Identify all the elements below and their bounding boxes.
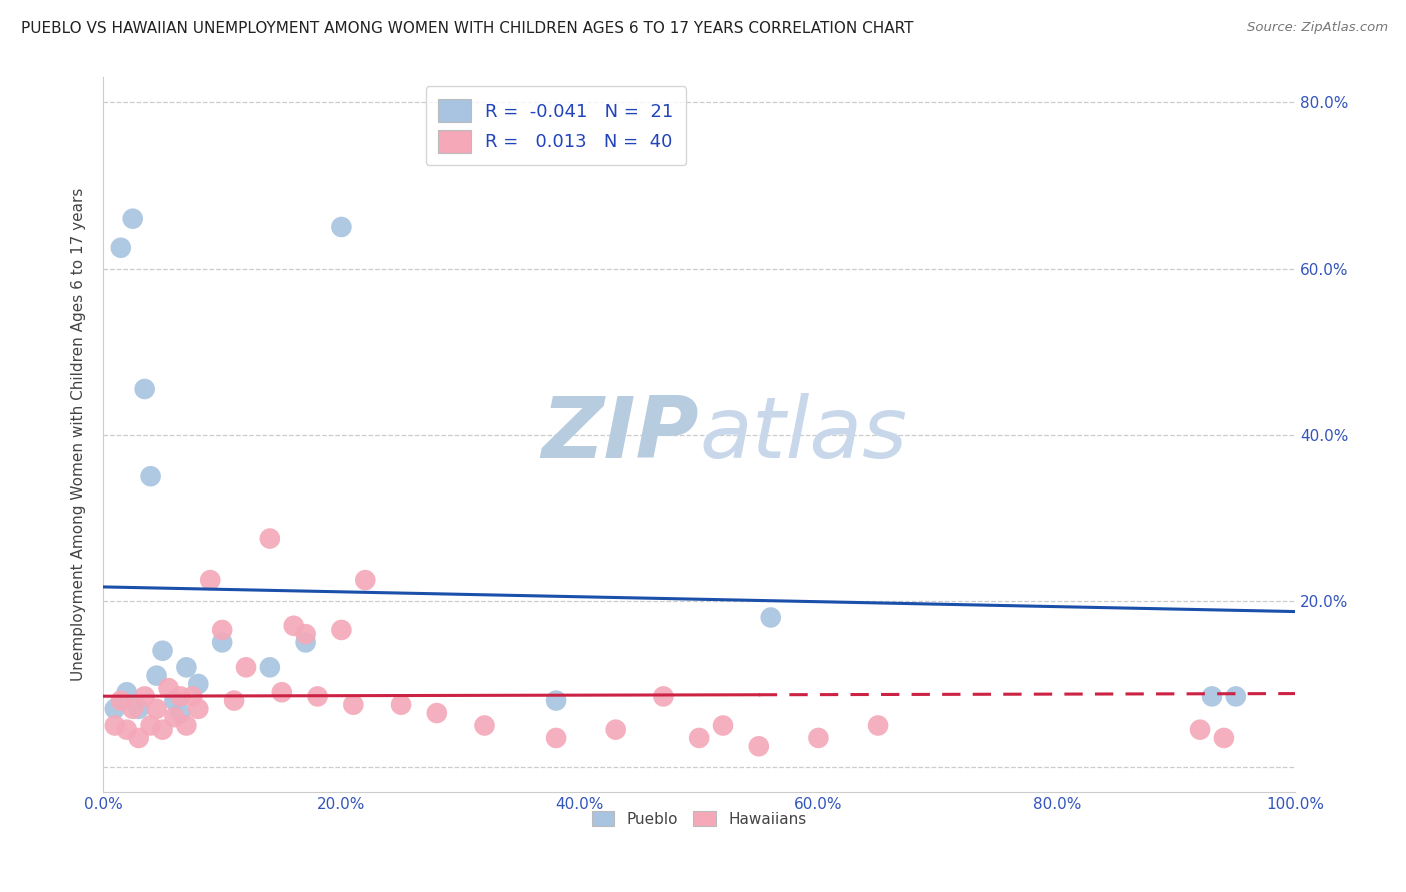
Point xyxy=(211,635,233,649)
Point xyxy=(605,723,627,737)
Point xyxy=(759,610,782,624)
Point xyxy=(121,702,143,716)
Point xyxy=(134,690,156,704)
Point xyxy=(128,731,150,745)
Text: PUEBLO VS HAWAIIAN UNEMPLOYMENT AMONG WOMEN WITH CHILDREN AGES 6 TO 17 YEARS COR: PUEBLO VS HAWAIIAN UNEMPLOYMENT AMONG WO… xyxy=(21,21,914,36)
Point xyxy=(152,723,174,737)
Point xyxy=(342,698,364,712)
Point xyxy=(546,731,568,745)
Point xyxy=(546,693,568,707)
Point xyxy=(1225,690,1247,704)
Point xyxy=(1201,690,1223,704)
Point xyxy=(270,685,292,699)
Point xyxy=(748,739,770,754)
Point xyxy=(222,693,245,707)
Point xyxy=(652,690,675,704)
Point xyxy=(259,532,281,546)
Point xyxy=(1212,731,1234,745)
Point xyxy=(868,718,890,732)
Point xyxy=(169,706,191,720)
Point xyxy=(110,241,132,255)
Point xyxy=(354,573,377,587)
Point xyxy=(235,660,257,674)
Point xyxy=(121,211,143,226)
Text: ZIP: ZIP xyxy=(541,393,699,476)
Point xyxy=(200,573,222,587)
Point xyxy=(294,627,316,641)
Point xyxy=(115,723,138,737)
Point xyxy=(145,668,167,682)
Point xyxy=(128,702,150,716)
Point xyxy=(115,685,138,699)
Point xyxy=(176,660,198,674)
Point xyxy=(389,698,412,712)
Point xyxy=(211,623,233,637)
Point xyxy=(176,718,198,732)
Point xyxy=(157,681,180,695)
Point xyxy=(711,718,734,732)
Point xyxy=(330,623,353,637)
Point xyxy=(139,469,162,483)
Point xyxy=(688,731,710,745)
Point xyxy=(163,693,186,707)
Point xyxy=(134,382,156,396)
Point xyxy=(104,702,127,716)
Legend: Pueblo, Hawaiians: Pueblo, Hawaiians xyxy=(583,803,814,834)
Point xyxy=(104,718,127,732)
Point xyxy=(187,677,209,691)
Point xyxy=(163,710,186,724)
Point xyxy=(139,718,162,732)
Point xyxy=(294,635,316,649)
Y-axis label: Unemployment Among Women with Children Ages 6 to 17 years: Unemployment Among Women with Children A… xyxy=(72,188,86,681)
Text: atlas: atlas xyxy=(699,393,907,476)
Point xyxy=(283,619,305,633)
Point xyxy=(330,219,353,234)
Point xyxy=(426,706,449,720)
Point xyxy=(145,702,167,716)
Point xyxy=(181,690,204,704)
Point xyxy=(474,718,496,732)
Point xyxy=(307,690,329,704)
Point xyxy=(259,660,281,674)
Point xyxy=(187,702,209,716)
Point xyxy=(169,690,191,704)
Point xyxy=(110,693,132,707)
Point xyxy=(152,644,174,658)
Point xyxy=(807,731,830,745)
Text: Source: ZipAtlas.com: Source: ZipAtlas.com xyxy=(1247,21,1388,34)
Point xyxy=(1189,723,1212,737)
